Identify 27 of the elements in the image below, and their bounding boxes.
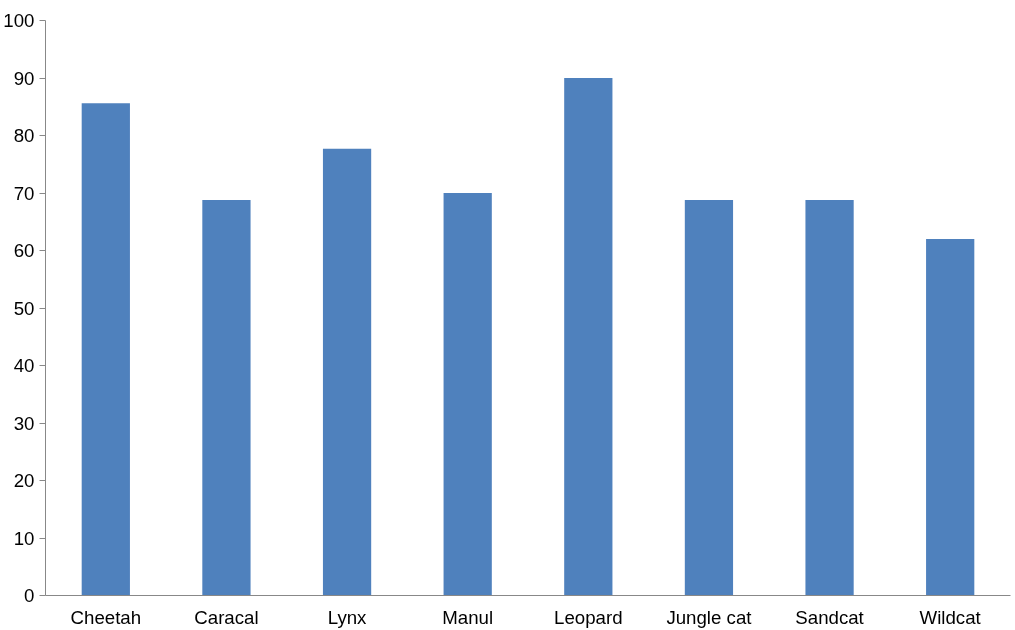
y-tick-label: 60 <box>13 240 35 261</box>
x-tick-label: Manul <box>442 606 494 628</box>
y-tick-label: 30 <box>13 412 35 434</box>
y-tick-label: 90 <box>13 67 35 89</box>
x-tick-label: Lynx <box>327 606 368 628</box>
x-tick-label: Wildcat <box>919 606 982 628</box>
y-tick-label: 10 <box>13 527 35 549</box>
bar <box>202 199 251 596</box>
x-tick-label: Cheetah <box>70 606 142 628</box>
y-tick-label: 80 <box>13 125 35 146</box>
x-tick-label: Caracal <box>194 606 259 628</box>
x-tick-label: Jungle cat <box>666 606 753 628</box>
y-tick-label: 70 <box>13 182 35 204</box>
bar <box>564 78 613 596</box>
x-tick-label: Sandcat <box>795 606 865 628</box>
y-tick-label: 100 <box>3 10 35 31</box>
y-tick-label: 0 <box>24 585 35 606</box>
y-tick-label: 50 <box>13 297 35 319</box>
y-tick-label: 40 <box>13 355 35 376</box>
bar <box>926 239 975 596</box>
bar <box>805 199 854 596</box>
bar <box>81 103 130 596</box>
bar <box>684 199 734 596</box>
bar <box>443 193 492 596</box>
bar <box>322 148 372 596</box>
x-tick-label: Leopard <box>554 606 623 628</box>
y-tick-label: 20 <box>13 470 35 491</box>
